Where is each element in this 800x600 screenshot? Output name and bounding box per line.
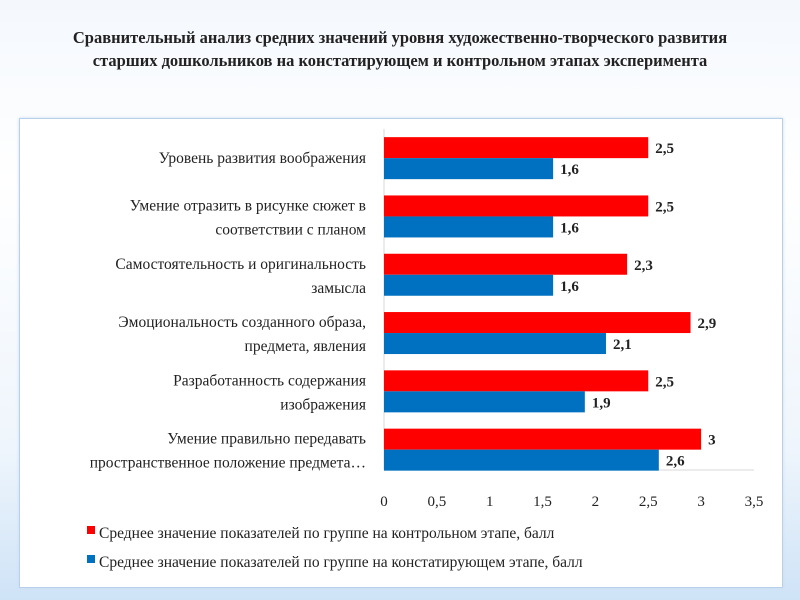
data-label: 2,5 (655, 141, 674, 157)
x-tick-label: 2 (592, 494, 600, 510)
x-tick-label: 3 (697, 494, 705, 510)
data-label: 2,5 (655, 199, 674, 215)
x-tick-label: 0 (380, 494, 388, 510)
data-label: 2,5 (655, 374, 674, 390)
category-label: предмета, явления (245, 338, 366, 355)
legend-swatch (87, 526, 95, 534)
category-label: Умение правильно передавать (167, 431, 366, 448)
data-label: 1,9 (592, 395, 611, 411)
x-tick-label: 3,5 (745, 494, 764, 510)
category-label: Эмоциональность созданного образа, (118, 314, 366, 331)
bar-control (384, 370, 649, 392)
category-label: Умение отразить в рисунке сюжет в (130, 197, 366, 214)
x-tick-label: 0,5 (427, 494, 446, 510)
x-tick-label: 1 (486, 494, 494, 510)
bar-baseline (384, 333, 606, 355)
category-label: пространственное положение предмета… (90, 455, 366, 472)
category-label: замысла (311, 280, 366, 297)
bar-control (384, 312, 691, 334)
category-label: Уровень развития воображения (159, 150, 366, 167)
data-label: 2,6 (666, 454, 685, 470)
legend-swatch (87, 555, 95, 563)
data-label: 2,3 (634, 258, 653, 274)
bar-baseline (384, 449, 659, 471)
bar-baseline (384, 274, 554, 296)
legend-label: Среднее значение показателей по группе н… (99, 525, 555, 542)
data-label: 1,6 (560, 279, 579, 295)
bar-control (384, 137, 649, 159)
data-label: 1,6 (560, 162, 579, 178)
chart-title: Сравнительный анализ средних значений ур… (72, 28, 728, 70)
bar-control (384, 253, 628, 275)
x-tick-label: 1,5 (533, 494, 552, 510)
category-label: изображения (280, 396, 366, 413)
bar-baseline (384, 391, 585, 413)
x-tick-label: 2,5 (639, 494, 658, 510)
category-label: Самостоятельность и оригинальность (115, 256, 366, 273)
data-label: 2,1 (613, 337, 632, 353)
legend-label: Среднее значение показателей по группе н… (99, 554, 583, 571)
bar-baseline (384, 158, 554, 180)
data-label: 1,6 (560, 220, 579, 236)
bar-control (384, 195, 649, 217)
data-label: 3 (708, 433, 716, 449)
bar-control (384, 428, 702, 450)
data-label: 2,9 (698, 316, 717, 332)
category-label: Разработанность содержания (173, 372, 366, 389)
category-label: соответствии с планом (215, 221, 366, 238)
bar-baseline (384, 216, 554, 238)
